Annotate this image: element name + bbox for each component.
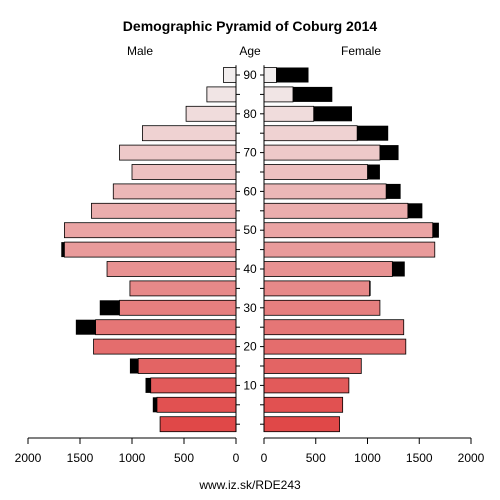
female-x-tick-label: 1000 bbox=[354, 451, 381, 465]
female-surplus-bar-90+ bbox=[276, 67, 309, 83]
male-bar-10-14 bbox=[150, 377, 237, 394]
female-surplus-bar-60-64 bbox=[386, 183, 401, 199]
female-bar-60-64 bbox=[263, 183, 387, 200]
male-x-tick-label: 0 bbox=[233, 451, 240, 465]
male-bar-5-9 bbox=[156, 396, 237, 413]
female-bar-15-19 bbox=[263, 358, 362, 374]
female-label: Female bbox=[341, 44, 381, 58]
female-surplus-bar-80-84 bbox=[313, 106, 352, 122]
male-bar-80-84 bbox=[185, 105, 237, 122]
female-bar-20-24 bbox=[263, 338, 407, 355]
female-surplus-bar-40-44 bbox=[392, 261, 405, 277]
female-surplus-bar-55-59 bbox=[407, 203, 423, 219]
male-surplus-bar-25-29 bbox=[75, 319, 96, 335]
male-surplus-bar-5-9 bbox=[152, 397, 157, 413]
footer-source: www.iz.sk/RDE243 bbox=[198, 478, 301, 492]
male-label: Male bbox=[127, 44, 153, 58]
male-bar-60-64 bbox=[112, 183, 237, 200]
female-x-tick-label: 500 bbox=[306, 451, 326, 465]
male-bar-50-54 bbox=[64, 222, 237, 239]
female-bar-50-54 bbox=[263, 222, 434, 239]
female-bar-10-14 bbox=[263, 377, 350, 394]
female-surplus-bar-65-69 bbox=[367, 164, 380, 180]
female-bar-40-44 bbox=[263, 261, 393, 277]
male-bar-25-29 bbox=[95, 319, 237, 336]
male-bar-15-19 bbox=[137, 358, 237, 374]
male-bar-30-34 bbox=[119, 299, 237, 316]
female-surplus-bar-70-74 bbox=[379, 145, 399, 161]
male-bar-35-39 bbox=[129, 280, 237, 297]
male-surplus-bar-30-34 bbox=[99, 300, 120, 316]
female-bar-5-9 bbox=[263, 396, 344, 413]
female-bar-45-49 bbox=[263, 241, 436, 258]
male-bar-70-74 bbox=[119, 144, 237, 161]
axes-layer: 10 20 30 40 50 60 70 80 90 0 0 500 500 1000 1000 1500 15… bbox=[15, 65, 485, 465]
male-surplus-bar-45-49 bbox=[61, 242, 65, 258]
age-tick-label: 50 bbox=[243, 223, 257, 237]
chart-title: Demographic Pyramid of Coburg 2014 bbox=[123, 18, 378, 34]
male-bar-45-49 bbox=[64, 241, 237, 258]
male-bar-75-79 bbox=[141, 125, 237, 142]
female-bar-0-4 bbox=[263, 416, 340, 433]
male-bar-90+ bbox=[223, 67, 237, 83]
bars-layer bbox=[61, 67, 439, 433]
female-bar-75-79 bbox=[263, 125, 358, 142]
male-bar-55-59 bbox=[91, 202, 237, 219]
female-bar-70-74 bbox=[263, 144, 381, 161]
male-surplus-bar-15-19 bbox=[129, 358, 139, 374]
age-tick-label: 90 bbox=[243, 68, 257, 82]
female-bar-80-84 bbox=[263, 105, 315, 122]
male-x-tick-label: 2000 bbox=[15, 451, 42, 465]
female-x-tick-label: 0 bbox=[261, 451, 268, 465]
female-surplus-bar-75-79 bbox=[357, 125, 389, 141]
female-bar-35-39 bbox=[263, 280, 370, 297]
female-x-tick-label: 1500 bbox=[406, 451, 433, 465]
age-tick-label: 30 bbox=[243, 301, 257, 315]
age-tick-label: 70 bbox=[243, 146, 257, 160]
male-x-tick-label: 500 bbox=[174, 451, 194, 465]
female-surplus-bar-85-89 bbox=[292, 86, 333, 102]
male-bar-65-69 bbox=[131, 164, 237, 180]
male-bar-0-4 bbox=[159, 416, 237, 433]
male-bar-40-44 bbox=[106, 261, 237, 277]
female-bar-55-59 bbox=[263, 202, 409, 219]
male-x-tick-label: 1000 bbox=[119, 451, 146, 465]
female-bar-85-89 bbox=[263, 86, 294, 103]
age-label: Age bbox=[239, 44, 261, 58]
female-surplus-bar-50-54 bbox=[432, 222, 439, 238]
female-bar-30-34 bbox=[263, 299, 381, 316]
age-tick-label: 10 bbox=[243, 378, 257, 392]
female-bar-90+ bbox=[263, 67, 277, 83]
male-bar-20-24 bbox=[93, 338, 237, 355]
age-tick-label: 80 bbox=[243, 107, 257, 121]
male-surplus-bar-10-14 bbox=[145, 377, 151, 393]
male-bar-85-89 bbox=[206, 86, 237, 103]
female-surplus-bar-35-39 bbox=[369, 280, 371, 296]
age-tick-label: 40 bbox=[243, 262, 257, 276]
female-bar-25-29 bbox=[263, 319, 405, 336]
age-tick-label: 60 bbox=[243, 184, 257, 198]
male-x-tick-label: 1500 bbox=[67, 451, 94, 465]
female-x-tick-label: 2000 bbox=[458, 451, 485, 465]
female-bar-65-69 bbox=[263, 164, 368, 180]
age-tick-label: 20 bbox=[243, 340, 257, 354]
